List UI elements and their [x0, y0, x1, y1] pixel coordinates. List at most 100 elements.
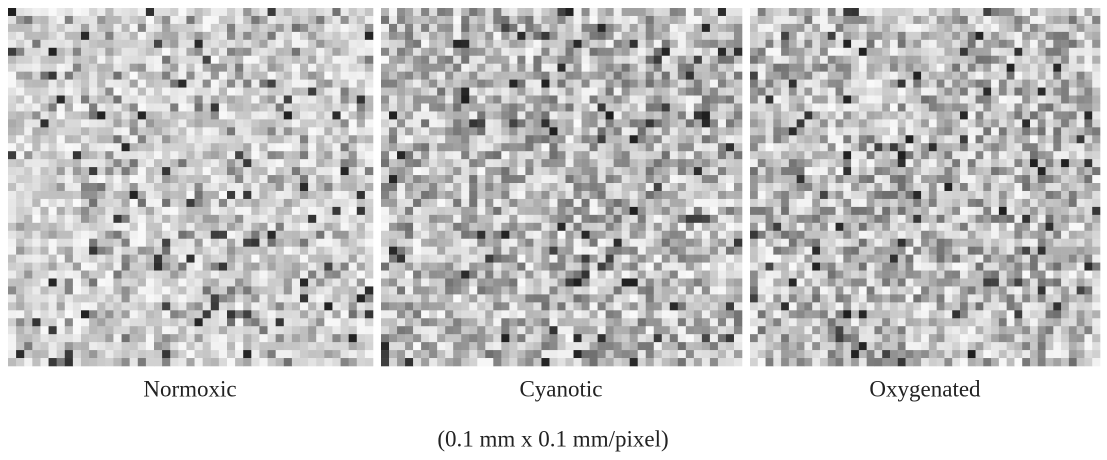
pixel [453, 278, 461, 286]
pixel [549, 135, 557, 143]
pixel [726, 231, 734, 239]
pixel [389, 111, 397, 119]
pixel [582, 358, 590, 366]
pixel [773, 119, 781, 127]
pixel [429, 167, 437, 175]
pixel [113, 143, 121, 151]
pixel [429, 159, 437, 167]
pixel [235, 215, 243, 223]
pixel [259, 183, 267, 191]
pixel [590, 294, 598, 302]
pixel [859, 8, 867, 16]
pixel [890, 255, 898, 263]
pixel [251, 223, 259, 231]
pixel [219, 207, 227, 215]
pixel [890, 342, 898, 350]
pixel [324, 64, 332, 72]
pixel [65, 32, 73, 40]
pixel [389, 199, 397, 207]
pixel [146, 263, 154, 271]
pixel [57, 318, 65, 326]
pixel [525, 135, 533, 143]
pixel [429, 135, 437, 143]
pixel [694, 342, 702, 350]
pixel [906, 358, 914, 366]
pixel [566, 64, 574, 72]
pixel [32, 247, 40, 255]
pixel [549, 247, 557, 255]
pixel [533, 24, 541, 32]
pixel [702, 183, 710, 191]
pixel [630, 159, 638, 167]
pixel [517, 72, 525, 80]
pixel [211, 103, 219, 111]
pixel [316, 239, 324, 247]
pixel [349, 326, 357, 334]
pixel [890, 103, 898, 111]
pixel [40, 191, 48, 199]
pixel [630, 103, 638, 111]
pixel [906, 286, 914, 294]
pixel [243, 247, 251, 255]
pixel [541, 151, 549, 159]
pixel [97, 310, 105, 318]
pixel [243, 40, 251, 48]
pixel [622, 183, 630, 191]
pixel [316, 143, 324, 151]
pixel [357, 72, 365, 80]
pixel [773, 159, 781, 167]
pixel [533, 32, 541, 40]
pixel [804, 207, 812, 215]
pixel [437, 286, 445, 294]
pixel [186, 127, 194, 135]
pixel [235, 127, 243, 135]
pixel [828, 88, 836, 96]
pixel [758, 103, 766, 111]
pixel [606, 72, 614, 80]
pixel [859, 310, 867, 318]
pixel [316, 72, 324, 80]
pixel [389, 294, 397, 302]
pixel [203, 350, 211, 358]
pixel [365, 119, 373, 127]
pixel [130, 255, 138, 263]
pixel [874, 286, 882, 294]
pixel [882, 80, 890, 88]
pixel [525, 318, 533, 326]
pixel [341, 239, 349, 247]
pixel [284, 151, 292, 159]
pixel [828, 135, 836, 143]
pixel [781, 271, 789, 279]
pixel [81, 271, 89, 279]
pixel [57, 255, 65, 263]
pixel [614, 96, 622, 104]
pixel [195, 127, 203, 135]
pixel [24, 103, 32, 111]
pixel [606, 286, 614, 294]
pixel [324, 286, 332, 294]
pixel [57, 278, 65, 286]
pixel [97, 40, 105, 48]
pixel [421, 310, 429, 318]
pixel [405, 302, 413, 310]
pixel [97, 127, 105, 135]
pixel [630, 286, 638, 294]
pixel [509, 263, 517, 271]
pixel [469, 40, 477, 48]
pixel [781, 358, 789, 366]
pixel [154, 199, 162, 207]
pixel [614, 8, 622, 16]
pixel [614, 159, 622, 167]
pixel [590, 223, 598, 231]
pixel [437, 72, 445, 80]
pixel [890, 310, 898, 318]
pixel [178, 72, 186, 80]
pixel [758, 318, 766, 326]
pixel [357, 318, 365, 326]
pixel [525, 199, 533, 207]
pixel [113, 103, 121, 111]
pixel [138, 350, 146, 358]
pixel [211, 310, 219, 318]
pixel [227, 96, 235, 104]
pixel [574, 342, 582, 350]
